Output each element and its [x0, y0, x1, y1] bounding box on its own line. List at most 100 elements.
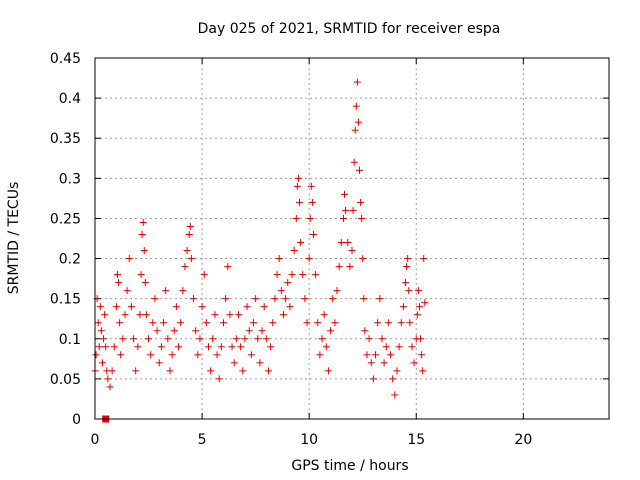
data-point [96, 303, 104, 311]
data-point [164, 335, 172, 343]
data-point [299, 271, 307, 279]
data-point [339, 214, 347, 222]
x-axis-label: GPS time / hours [291, 458, 408, 474]
x-tick-label: 0 [91, 432, 100, 448]
data-point [290, 247, 298, 255]
data-point [367, 359, 375, 367]
data-point [252, 295, 260, 303]
data-point [125, 255, 133, 263]
data-point [410, 359, 418, 367]
y-tick-label: 0.25 [50, 211, 81, 227]
data-point [155, 359, 163, 367]
data-point [351, 126, 359, 134]
x-tick-label: 20 [514, 432, 532, 448]
data-point [181, 263, 189, 271]
plot-area-border [94, 57, 610, 420]
data-point [314, 319, 322, 327]
data-point [335, 263, 343, 271]
data-point [404, 255, 412, 263]
data-point [123, 287, 131, 295]
data-point [342, 206, 350, 214]
data-point [308, 198, 316, 206]
data-point [301, 295, 309, 303]
data-point [137, 271, 145, 279]
y-tick-label: 0.05 [50, 372, 81, 388]
data-point [207, 367, 215, 375]
data-point [100, 335, 108, 343]
data-point [117, 351, 125, 359]
data-point [190, 295, 198, 303]
data-point [234, 311, 242, 319]
data-point [324, 367, 332, 375]
data-point [241, 335, 249, 343]
y-axis-ticks: 0 0.05 0.1 0.15 0.2 0.25 0.3 0.35 0.4 0.45 [50, 51, 609, 428]
data-point [97, 327, 105, 335]
data-point [357, 198, 365, 206]
data-point [391, 391, 399, 399]
data-point [365, 335, 373, 343]
data-point [168, 351, 176, 359]
data-point [141, 279, 149, 287]
data-point [202, 319, 210, 327]
data-point [284, 279, 292, 287]
data-point [198, 303, 206, 311]
data-point [406, 319, 414, 327]
data-point [415, 303, 423, 311]
data-point [215, 375, 223, 383]
data-point [292, 214, 300, 222]
y-tick-label: 0 [72, 412, 81, 428]
data-point [282, 295, 290, 303]
y-tick-label: 0.2 [59, 252, 81, 268]
data-point [194, 351, 202, 359]
data-point [226, 311, 234, 319]
data-point [312, 271, 320, 279]
data-point [134, 343, 142, 351]
data-point [329, 295, 337, 303]
data-point [230, 359, 238, 367]
data-point [384, 319, 392, 327]
data-point [260, 303, 268, 311]
data-point [245, 327, 253, 335]
data-point [119, 335, 127, 343]
data-point [185, 230, 193, 238]
data-point [166, 367, 174, 375]
data-point [132, 367, 140, 375]
data-point [209, 335, 217, 343]
data-point [271, 295, 279, 303]
data-point [353, 78, 361, 86]
data-point [224, 263, 232, 271]
data-point [380, 359, 388, 367]
x-tick-label: 5 [198, 432, 207, 448]
data-point [372, 351, 380, 359]
data-point [95, 343, 103, 351]
data-point [413, 311, 421, 319]
data-point [183, 247, 191, 255]
data-point [136, 311, 144, 319]
data-point [211, 311, 219, 319]
data-point [116, 319, 124, 327]
data-point [110, 343, 118, 351]
data-point [98, 359, 106, 367]
data-point [145, 335, 153, 343]
data-point [157, 343, 165, 351]
data-point [363, 351, 371, 359]
data-point [297, 239, 305, 247]
data-point [200, 271, 208, 279]
data-point [108, 367, 116, 375]
data-point [293, 182, 301, 190]
data-point [92, 351, 100, 359]
data-point [213, 351, 221, 359]
data-point [389, 375, 397, 383]
data-point [187, 255, 195, 263]
data-point [217, 343, 225, 351]
x-tick-label: 15 [407, 432, 425, 448]
data-point [418, 351, 426, 359]
data-point [247, 351, 255, 359]
data-point [402, 279, 410, 287]
data-point [322, 343, 330, 351]
data-point [350, 158, 358, 166]
data-point [179, 287, 187, 295]
data-point [306, 214, 314, 222]
